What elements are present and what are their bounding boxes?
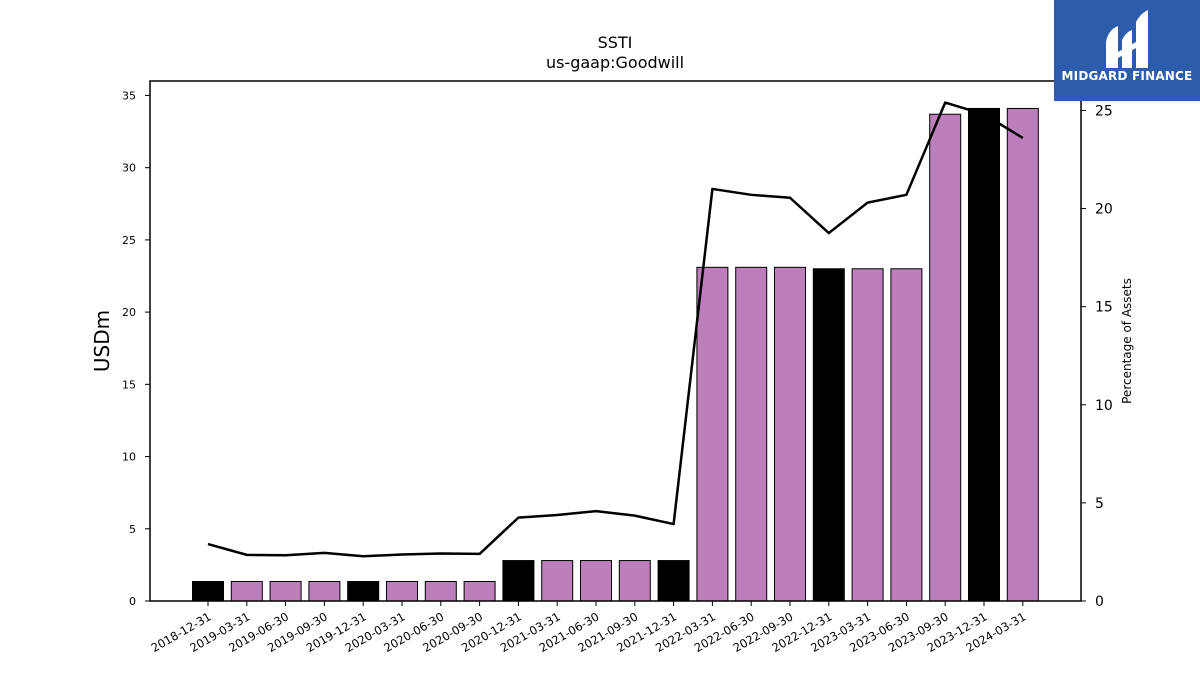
bar: [657, 560, 690, 602]
bar: [929, 113, 962, 602]
y2-tick-label: 15: [1095, 300, 1113, 316]
bar: [269, 581, 302, 602]
bar: [1006, 107, 1039, 602]
y-tick-label: 15: [122, 378, 136, 391]
y-axis-label: USDm: [90, 310, 114, 372]
y2-tick-label: 20: [1095, 202, 1113, 218]
y-tick-label: 20: [122, 306, 136, 319]
y-tick-label: 30: [122, 162, 136, 175]
bar: [230, 581, 263, 602]
bar: [851, 268, 884, 602]
bar: [890, 268, 923, 602]
y-tick-label: 25: [122, 234, 136, 247]
bar: [774, 266, 806, 602]
bar: [580, 560, 612, 602]
bar: [347, 581, 380, 602]
bar: [618, 560, 651, 602]
y-tick-label: 5: [129, 523, 136, 536]
bar: [696, 266, 729, 602]
plot-frame: [149, 80, 1082, 602]
bar: [424, 581, 457, 602]
bar: [502, 560, 535, 602]
y2-tick-label: 0: [1095, 594, 1104, 610]
y2-axis-label: Percentage of Assets: [1120, 278, 1134, 404]
y-tick-label: 35: [122, 89, 136, 102]
chart-title: SSTI: [598, 33, 633, 52]
bar: [192, 581, 224, 602]
bar: [386, 581, 418, 602]
y2-tick-label: 10: [1095, 398, 1113, 414]
y2-tick-label: 5: [1095, 496, 1104, 512]
bar: [541, 560, 574, 602]
bar: [463, 581, 496, 602]
chart-subtitle: us-gaap:Goodwill: [546, 53, 684, 72]
bar: [308, 581, 341, 602]
y2-tick-label: 25: [1095, 103, 1113, 119]
bar: [735, 266, 768, 602]
bar: [968, 107, 1000, 602]
midgard-logo-icon: [1106, 10, 1148, 68]
y-tick-label: 0: [129, 595, 136, 608]
logo-text: MIDGARD FINANCE: [1061, 69, 1193, 83]
y-tick-label: 10: [122, 451, 136, 464]
percentage-line: [207, 101, 1024, 558]
bar: [812, 268, 845, 602]
midgard-finance-logo: MIDGARD FINANCE: [1054, 0, 1200, 101]
